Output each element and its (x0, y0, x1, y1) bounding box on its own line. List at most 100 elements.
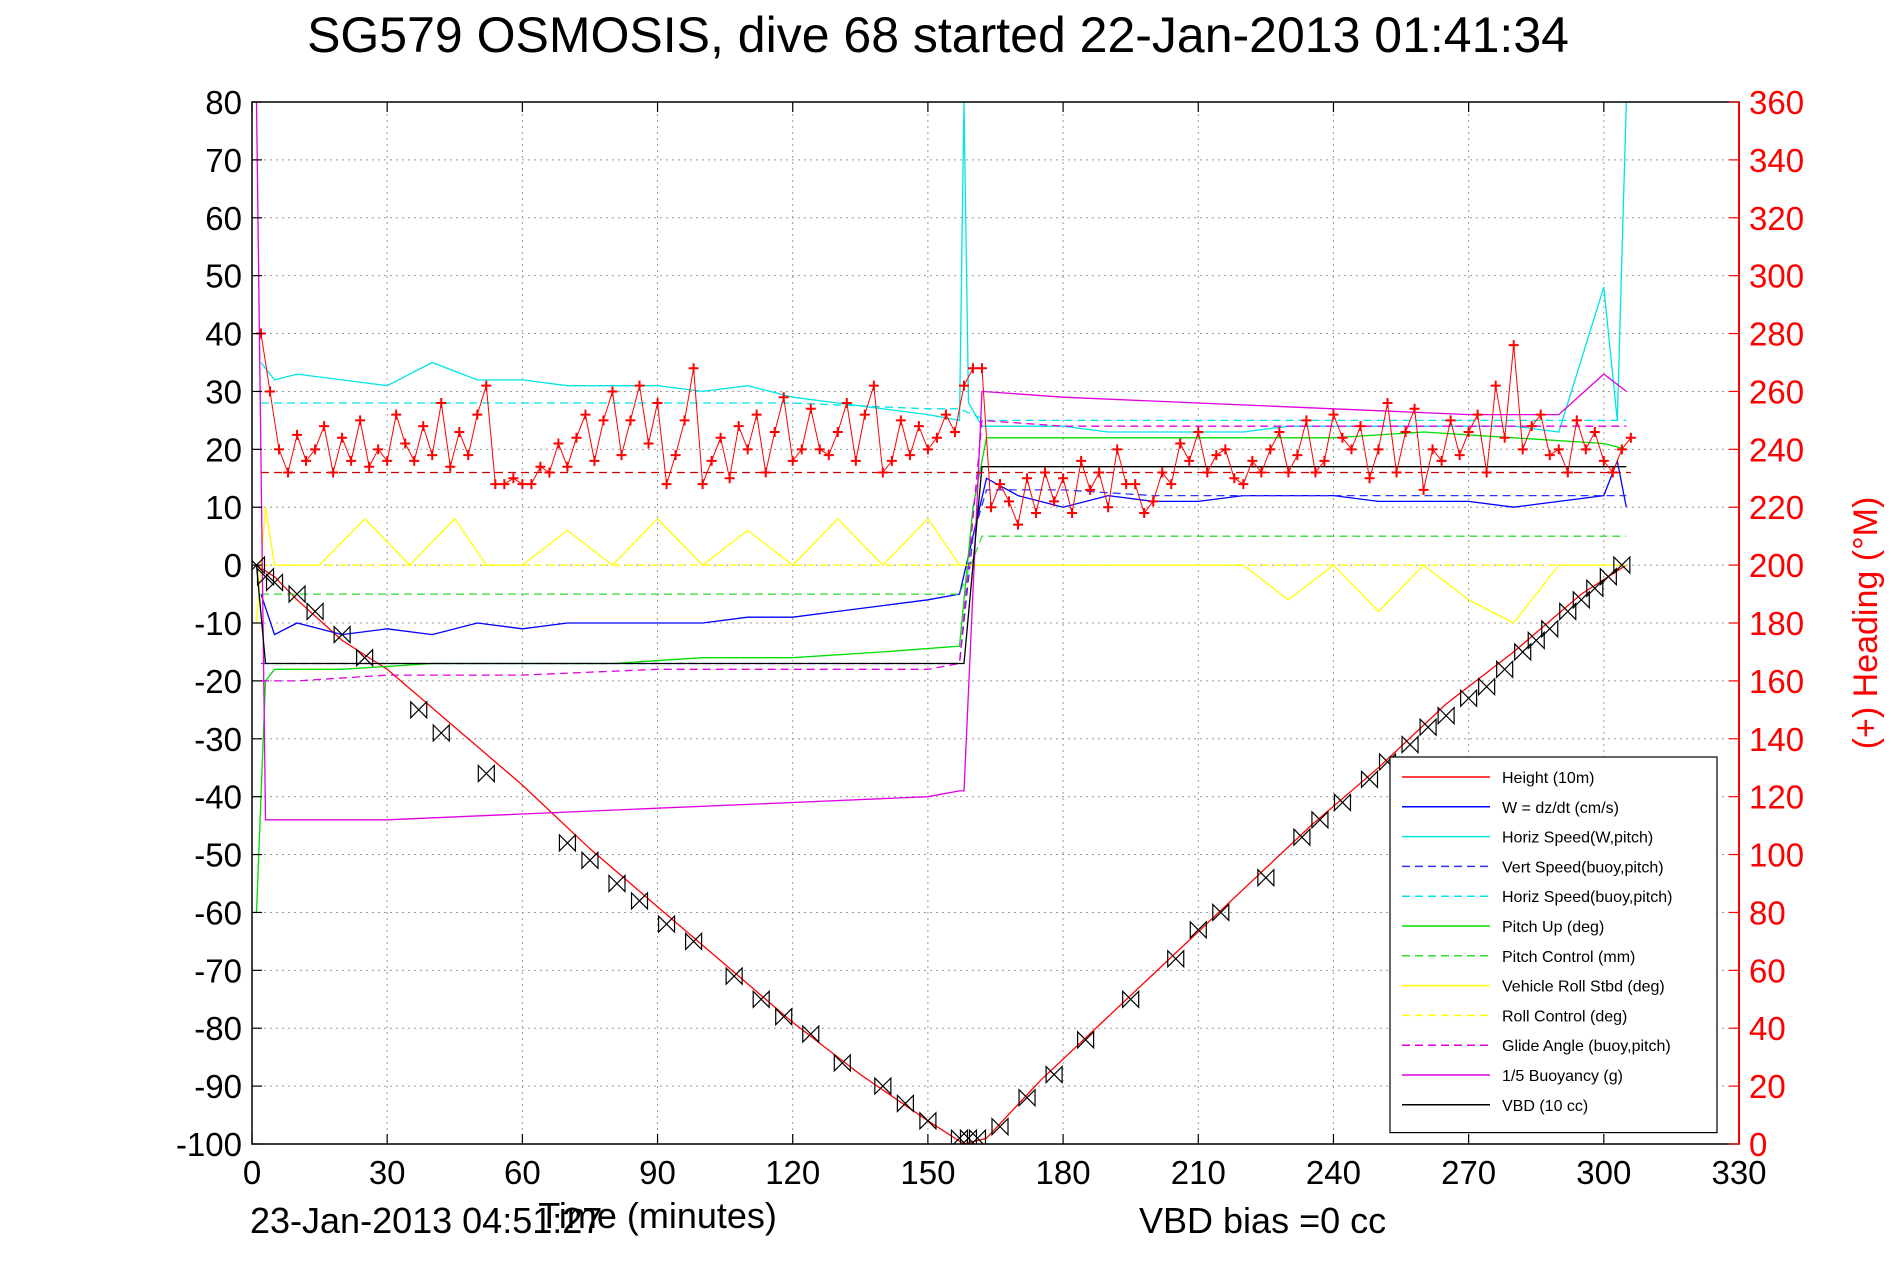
heading-point (607, 386, 618, 397)
heading-point (1310, 467, 1321, 478)
y-tick-label: 10 (205, 489, 242, 526)
vbd-marker (256, 567, 275, 587)
legend-entry: Glide Angle (buoy,pitch) (1502, 1038, 1671, 1055)
series-layer (252, 102, 1636, 1144)
heading-point (1580, 444, 1591, 455)
heading-point (895, 415, 906, 426)
heading-point (598, 415, 609, 426)
x-tick-label: 60 (504, 1154, 541, 1191)
y2-tick-label: 120 (1749, 779, 1804, 816)
y2-tick-label: 280 (1749, 316, 1804, 353)
series-line (255, 507, 1627, 624)
heading-point (1598, 455, 1609, 466)
heading-point (841, 398, 852, 409)
heading-point (265, 386, 276, 397)
heading-point (1490, 380, 1501, 391)
legend-entry: Vehicle Roll Stbd (deg) (1502, 979, 1665, 996)
heading-point (1355, 421, 1366, 432)
heading-point (1616, 444, 1627, 455)
heading-point (1076, 455, 1087, 466)
heading-point (1130, 479, 1141, 490)
y-tick-label: -70 (194, 952, 242, 989)
heading-point (1094, 467, 1105, 478)
heading-point (1247, 455, 1258, 466)
heading-point (526, 479, 537, 490)
vbd-marker (919, 1111, 937, 1131)
vbd-marker (1045, 1065, 1063, 1084)
heading-point (886, 455, 897, 466)
heading-point (400, 438, 411, 449)
vbd-marker (896, 1094, 914, 1113)
heading-point (751, 409, 762, 420)
heading-point (274, 444, 285, 455)
heading-point (409, 455, 420, 466)
heading-point (1328, 409, 1339, 420)
heading-point (328, 467, 339, 478)
vbd-marker (432, 723, 450, 743)
heading-point (1283, 467, 1294, 478)
heading-point (958, 380, 969, 391)
vbd-marker (1419, 717, 1437, 737)
heading-point (481, 380, 492, 391)
heading-point (544, 467, 555, 478)
heading-point (1382, 398, 1393, 409)
heading-point (1022, 473, 1033, 484)
y2-tick-label: 320 (1749, 200, 1804, 237)
heading-point (1121, 479, 1132, 490)
heading-point (634, 380, 645, 391)
heading-point (445, 461, 456, 472)
x-axis-label: Time (minutes) (538, 1195, 777, 1236)
legend-entry: Pitch Up (deg) (1502, 919, 1604, 936)
heading-point (850, 455, 861, 466)
vbd-marker (477, 764, 495, 783)
heading-point (571, 432, 582, 443)
y2-tick-label: 20 (1749, 1068, 1786, 1105)
heading-point (1427, 444, 1438, 455)
legend-entry: W = dz/dt (cm/s) (1502, 800, 1619, 817)
heading-point (508, 473, 519, 484)
heading-point (922, 444, 933, 455)
heading-point (1175, 438, 1186, 449)
heading-point (1220, 444, 1231, 455)
heading-point (805, 403, 816, 414)
heading-point (697, 479, 708, 490)
heading-point (733, 421, 744, 432)
y-tick-label: 40 (205, 316, 242, 353)
legend-box (1389, 756, 1718, 1134)
heading-point (1589, 426, 1600, 437)
heading-point (436, 398, 447, 409)
heading-point (1031, 508, 1042, 519)
y2-tick-label: 260 (1749, 373, 1804, 410)
vbd-marker (581, 850, 599, 870)
vbd-marker (1293, 827, 1311, 847)
heading-point (589, 455, 600, 466)
heading-point (1139, 508, 1150, 519)
y2-tick-label: 200 (1749, 547, 1804, 584)
heading-point (1112, 444, 1123, 455)
y-tick-label: -30 (194, 721, 242, 758)
vbd-marker (288, 584, 306, 604)
x-tick-label: 120 (765, 1154, 820, 1191)
heading-point (490, 479, 501, 490)
vbd-marker (991, 1117, 1009, 1137)
y-tick-label: -100 (176, 1126, 242, 1163)
x-tick-label: 30 (369, 1154, 406, 1191)
series-line (255, 431, 1627, 913)
vbd-marker (410, 700, 428, 720)
y2-tick-label: 180 (1749, 605, 1804, 642)
vbd-marker (252, 555, 266, 575)
y-tick-label: -40 (194, 779, 242, 816)
x-tick-label: 300 (1576, 1154, 1631, 1191)
vbd-marker (1401, 735, 1419, 755)
vbd-marker (265, 573, 284, 592)
legend-entry: Roll Control (deg) (1502, 1008, 1627, 1025)
heading-point (1571, 415, 1582, 426)
vbd-marker (968, 1128, 987, 1144)
y2-tick-label: 140 (1749, 721, 1804, 758)
legend-entry: 1/5 Buoyancy (g) (1502, 1068, 1623, 1085)
legend-entry: Height (10m) (1502, 770, 1594, 787)
heading-point (1085, 484, 1096, 495)
vbd-marker (1077, 1030, 1095, 1050)
y2-tick-label: 160 (1749, 663, 1804, 700)
